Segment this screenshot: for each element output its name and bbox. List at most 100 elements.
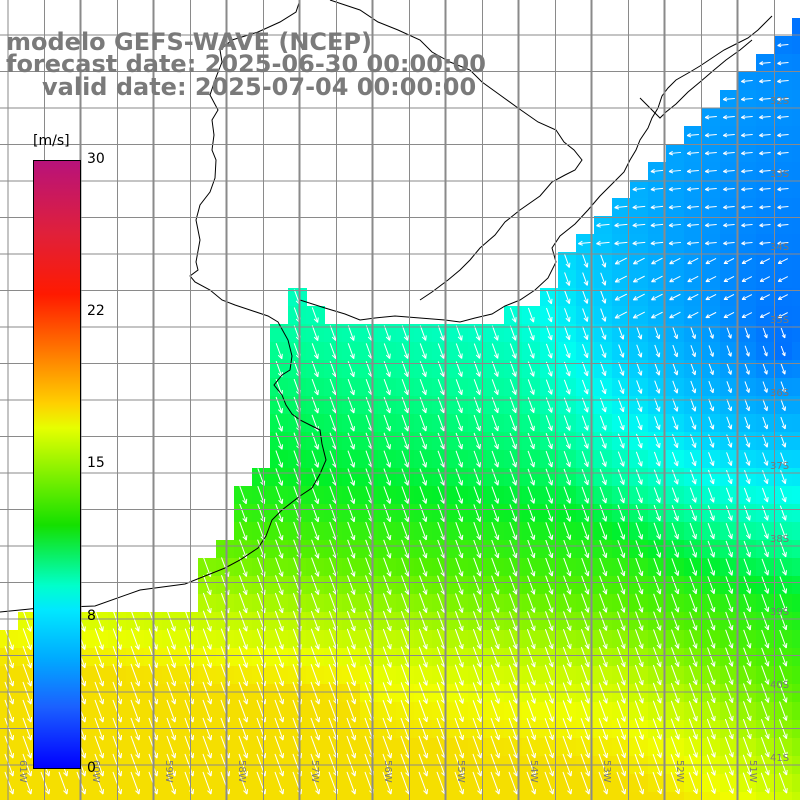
wind-arrow <box>654 326 661 340</box>
wind-speed-cell <box>738 198 757 217</box>
wind-speed-cell <box>774 108 793 127</box>
wind-speed-cell <box>792 468 800 487</box>
wind-speed-cell <box>756 54 775 73</box>
wind-arrow <box>166 771 177 795</box>
wind-arrow <box>687 293 699 301</box>
wind-arrow <box>742 736 752 758</box>
wind-arrow <box>274 699 285 723</box>
wind-speed-cell <box>774 792 793 800</box>
wind-speed-cell <box>594 234 613 253</box>
wind-arrow <box>562 646 572 668</box>
wind-arrow <box>686 168 699 174</box>
wind-speed-cell <box>468 792 487 800</box>
wind-arrow <box>508 611 518 632</box>
wind-arrow <box>634 664 644 686</box>
wind-arrow <box>599 611 608 631</box>
wind-arrow <box>4 699 15 723</box>
wind-arrow <box>582 308 589 322</box>
wind-arrow <box>725 611 734 631</box>
wind-arrow <box>634 647 644 668</box>
wind-speed-cell <box>792 216 800 235</box>
wind-speed-cell <box>774 180 793 199</box>
wind-arrow <box>544 664 554 686</box>
longitude-label: 52W <box>674 760 685 783</box>
wind-arrow <box>239 557 248 577</box>
wind-arrow <box>473 486 482 504</box>
wind-arrow <box>759 169 771 174</box>
wind-speed-cell <box>774 306 793 325</box>
wind-arrow <box>562 735 572 759</box>
wind-arrow <box>545 575 554 595</box>
wind-arrow <box>672 416 679 430</box>
wind-speed-cell <box>738 126 757 145</box>
wind-arrow <box>780 363 786 375</box>
wind-arrow <box>419 468 428 486</box>
wind-speed-cell <box>666 234 685 253</box>
wind-speed-cell <box>738 180 757 199</box>
wind-arrow <box>632 293 645 301</box>
wind-arrow <box>94 771 105 795</box>
wind-arrow <box>473 468 482 486</box>
longitude-labels: 61W 60W 59W 58W 57W 56W 55W 54W 53W 52W 51W <box>17 760 758 783</box>
wind-arrow <box>669 275 681 283</box>
wind-arrow <box>455 450 463 468</box>
wind-arrow <box>311 539 320 559</box>
wind-arrow <box>705 241 717 246</box>
wind-arrow <box>401 486 410 504</box>
wind-arrow <box>581 468 589 486</box>
wind-speed-cell <box>792 450 800 469</box>
wind-speed-cell <box>594 792 613 800</box>
wind-arrow <box>472 611 482 632</box>
wind-arrow <box>744 416 751 430</box>
wind-arrow <box>598 629 608 650</box>
wind-arrow <box>508 664 518 686</box>
wind-arrow <box>654 398 661 412</box>
wind-arrow <box>545 557 554 577</box>
wind-arrow <box>473 450 481 468</box>
wind-speed-cell <box>792 18 800 37</box>
wind-arrow <box>491 450 499 468</box>
wind-speed-cell <box>774 90 793 109</box>
title-model: modelo GEFS-WAVE (NCEP) <box>6 28 372 56</box>
wind-arrow <box>166 610 176 632</box>
wind-arrow <box>759 97 771 102</box>
wind-arrow <box>454 700 464 723</box>
wind-arrow <box>310 593 320 614</box>
wind-speed-cell <box>0 792 19 800</box>
wind-arrow <box>759 312 770 318</box>
wind-speed-cell <box>792 504 800 523</box>
wind-speed-cell <box>774 126 793 145</box>
wind-arrow <box>311 307 319 323</box>
coastline-uruguay <box>299 15 773 323</box>
wind-arrow <box>563 343 571 359</box>
wind-arrow <box>274 771 285 795</box>
wind-arrow <box>22 628 32 650</box>
wind-arrow <box>704 133 717 138</box>
wind-speed-cell <box>612 216 631 235</box>
wind-arrow <box>762 399 769 412</box>
wind-arrow <box>238 575 248 596</box>
wind-arrow <box>383 504 392 523</box>
wind-speed-cell <box>756 306 775 325</box>
wind-arrow <box>563 557 572 577</box>
longitude-label: 51W <box>747 760 758 783</box>
wind-arrow <box>761 665 770 685</box>
wind-speed-cell <box>630 180 649 199</box>
wind-arrow <box>546 307 553 323</box>
wind-arrow <box>780 416 787 430</box>
wind-arrow <box>94 628 104 650</box>
wind-arrow <box>346 664 356 687</box>
wind-arrow <box>761 523 769 539</box>
wind-arrow <box>707 505 715 521</box>
wind-arrow <box>563 504 572 522</box>
wind-arrow <box>743 683 752 703</box>
wind-speed-cell <box>648 180 667 199</box>
wind-arrow <box>473 557 482 577</box>
wind-arrow <box>455 343 463 359</box>
wind-arrow <box>600 308 607 322</box>
wind-speed-cell <box>558 792 577 800</box>
wind-arrow <box>670 771 680 795</box>
wind-arrow <box>617 522 626 540</box>
wind-arrow <box>347 486 356 505</box>
wind-arrow <box>617 593 626 613</box>
